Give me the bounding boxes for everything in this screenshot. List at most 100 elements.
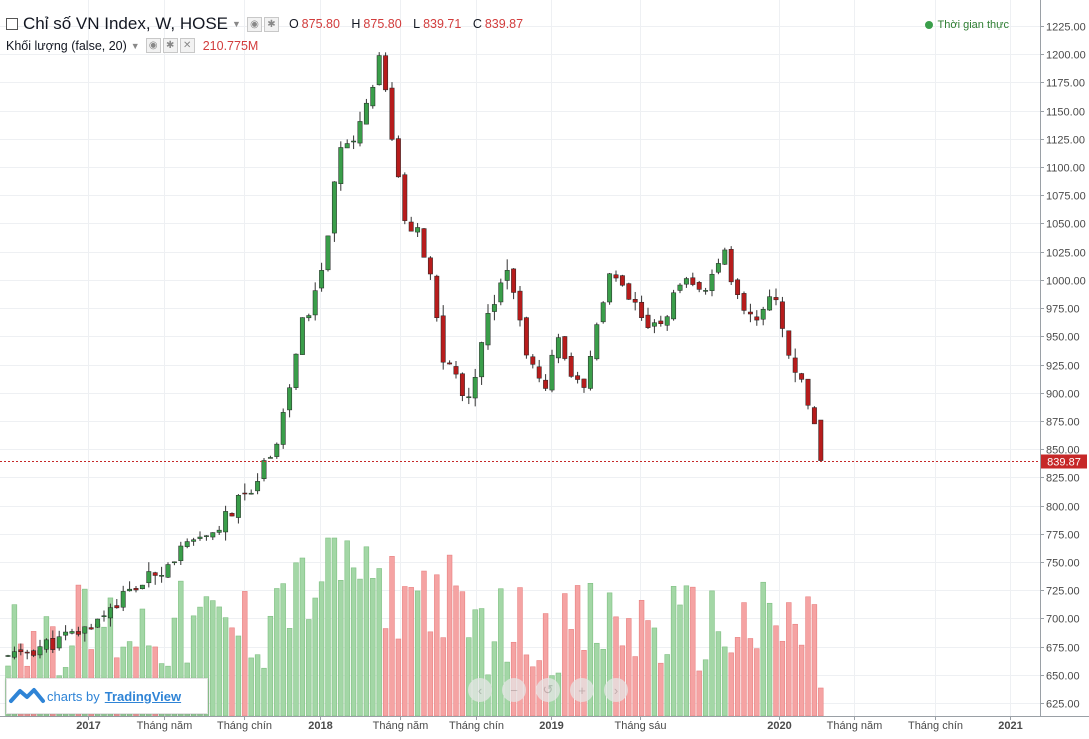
candle-body xyxy=(543,379,549,389)
time-tick-label: Tháng năm xyxy=(373,720,429,732)
candle-body xyxy=(594,324,600,360)
time-tick-label: Tháng năm xyxy=(137,720,193,732)
candle xyxy=(18,643,24,656)
candle xyxy=(799,372,805,383)
chevron-down-icon[interactable]: ▼ xyxy=(130,40,140,51)
chart-navigation: ‹ − ↺ + › xyxy=(468,678,638,702)
candle-body xyxy=(107,607,113,619)
candle xyxy=(607,272,613,305)
candle xyxy=(523,316,529,359)
candle xyxy=(101,610,107,622)
zoom-in-button[interactable]: + xyxy=(570,678,594,702)
candle xyxy=(216,525,222,535)
price-tick-label: 700.00 xyxy=(1046,614,1080,626)
candle-body xyxy=(466,396,472,399)
candle-body xyxy=(223,511,229,533)
volume-bar xyxy=(440,637,446,717)
candle xyxy=(50,630,56,654)
candle-body xyxy=(319,270,325,289)
candle-body xyxy=(203,535,209,537)
candle-body xyxy=(485,313,491,346)
zoom-out-button[interactable]: − xyxy=(502,678,526,702)
time-tick-label: 2017 xyxy=(76,720,100,732)
volume-bar xyxy=(805,596,811,717)
volume-bars xyxy=(5,537,824,717)
candle-body xyxy=(50,638,56,650)
candle xyxy=(671,289,677,321)
candle-body xyxy=(779,301,785,329)
candle xyxy=(197,531,203,541)
volume-bar xyxy=(280,583,286,717)
candle xyxy=(485,304,491,350)
chevron-down-icon[interactable]: ▼ xyxy=(232,19,241,29)
ohlc-values: O 875.80 H 875.80 L 839.71 C 839.87 xyxy=(289,17,531,31)
eye-icon[interactable]: ◉ xyxy=(145,38,161,53)
candle xyxy=(306,313,312,322)
candle-body xyxy=(5,655,11,657)
candle xyxy=(402,172,408,225)
candle-body xyxy=(792,357,798,373)
candle-body xyxy=(587,356,593,389)
candle xyxy=(728,246,734,286)
volume-bar xyxy=(421,570,427,717)
candle-body xyxy=(248,492,254,495)
candle-body xyxy=(376,55,382,86)
candle-body xyxy=(581,378,587,388)
candle-body xyxy=(216,529,222,533)
candle xyxy=(703,287,709,295)
candle xyxy=(811,406,817,425)
candle xyxy=(658,315,664,327)
scroll-right-button[interactable]: › xyxy=(604,678,628,702)
price-axis: 625.00 650.00 675.00 700.00 725.00 750.00 775.… xyxy=(1040,22,1086,711)
candle xyxy=(754,310,760,326)
time-axis: 2017 Tháng năm Tháng chín 2018 Tháng năm Thán… xyxy=(76,716,1023,732)
candle-body xyxy=(427,257,433,275)
candle-body xyxy=(101,615,107,617)
candle-body xyxy=(120,591,126,608)
candle xyxy=(415,222,421,238)
candle-body xyxy=(325,235,331,271)
eye-icon[interactable]: ◉ xyxy=(246,16,262,32)
candle-body xyxy=(447,362,453,365)
scroll-left-button[interactable]: ‹ xyxy=(468,678,492,702)
collapse-square-icon[interactable] xyxy=(6,18,18,30)
price-tick-label: 875.00 xyxy=(1046,417,1080,429)
candle xyxy=(191,537,197,546)
candle-body xyxy=(370,86,376,107)
candle xyxy=(43,638,49,653)
candle xyxy=(299,317,305,355)
candle xyxy=(575,371,581,384)
candle xyxy=(530,354,536,369)
volume-bar xyxy=(395,638,402,717)
reset-button[interactable]: ↺ xyxy=(536,678,560,702)
candle xyxy=(88,623,94,630)
candle-body xyxy=(24,651,30,654)
volume-bar xyxy=(446,554,453,717)
price-tick-label: 850.00 xyxy=(1046,445,1080,457)
price-tick-label: 925.00 xyxy=(1046,361,1080,373)
candle-body xyxy=(56,636,62,649)
gear-icon[interactable]: ✱ xyxy=(263,16,279,32)
candle-body xyxy=(43,639,49,650)
candle xyxy=(133,585,139,593)
low-label: L xyxy=(413,17,421,31)
time-tick-label: 2020 xyxy=(767,720,791,732)
gear-icon[interactable]: ✱ xyxy=(162,38,178,53)
candle xyxy=(779,296,785,338)
candle-body xyxy=(351,140,357,143)
candle xyxy=(453,360,459,379)
watermark-brand-link[interactable]: TradingView xyxy=(104,688,182,704)
volume-bar xyxy=(210,600,216,717)
volume-bar xyxy=(286,628,293,717)
candle-body xyxy=(645,314,651,328)
close-icon[interactable]: ✕ xyxy=(179,38,195,53)
volume-bar xyxy=(645,620,651,717)
candle-body xyxy=(127,588,133,592)
volume-bar xyxy=(773,625,779,717)
last-price-text: 839.87 xyxy=(1047,457,1081,469)
tradingview-watermark[interactable]: charts by TradingView xyxy=(6,678,208,714)
volume-bar xyxy=(274,588,280,717)
volume-bar xyxy=(350,567,357,717)
